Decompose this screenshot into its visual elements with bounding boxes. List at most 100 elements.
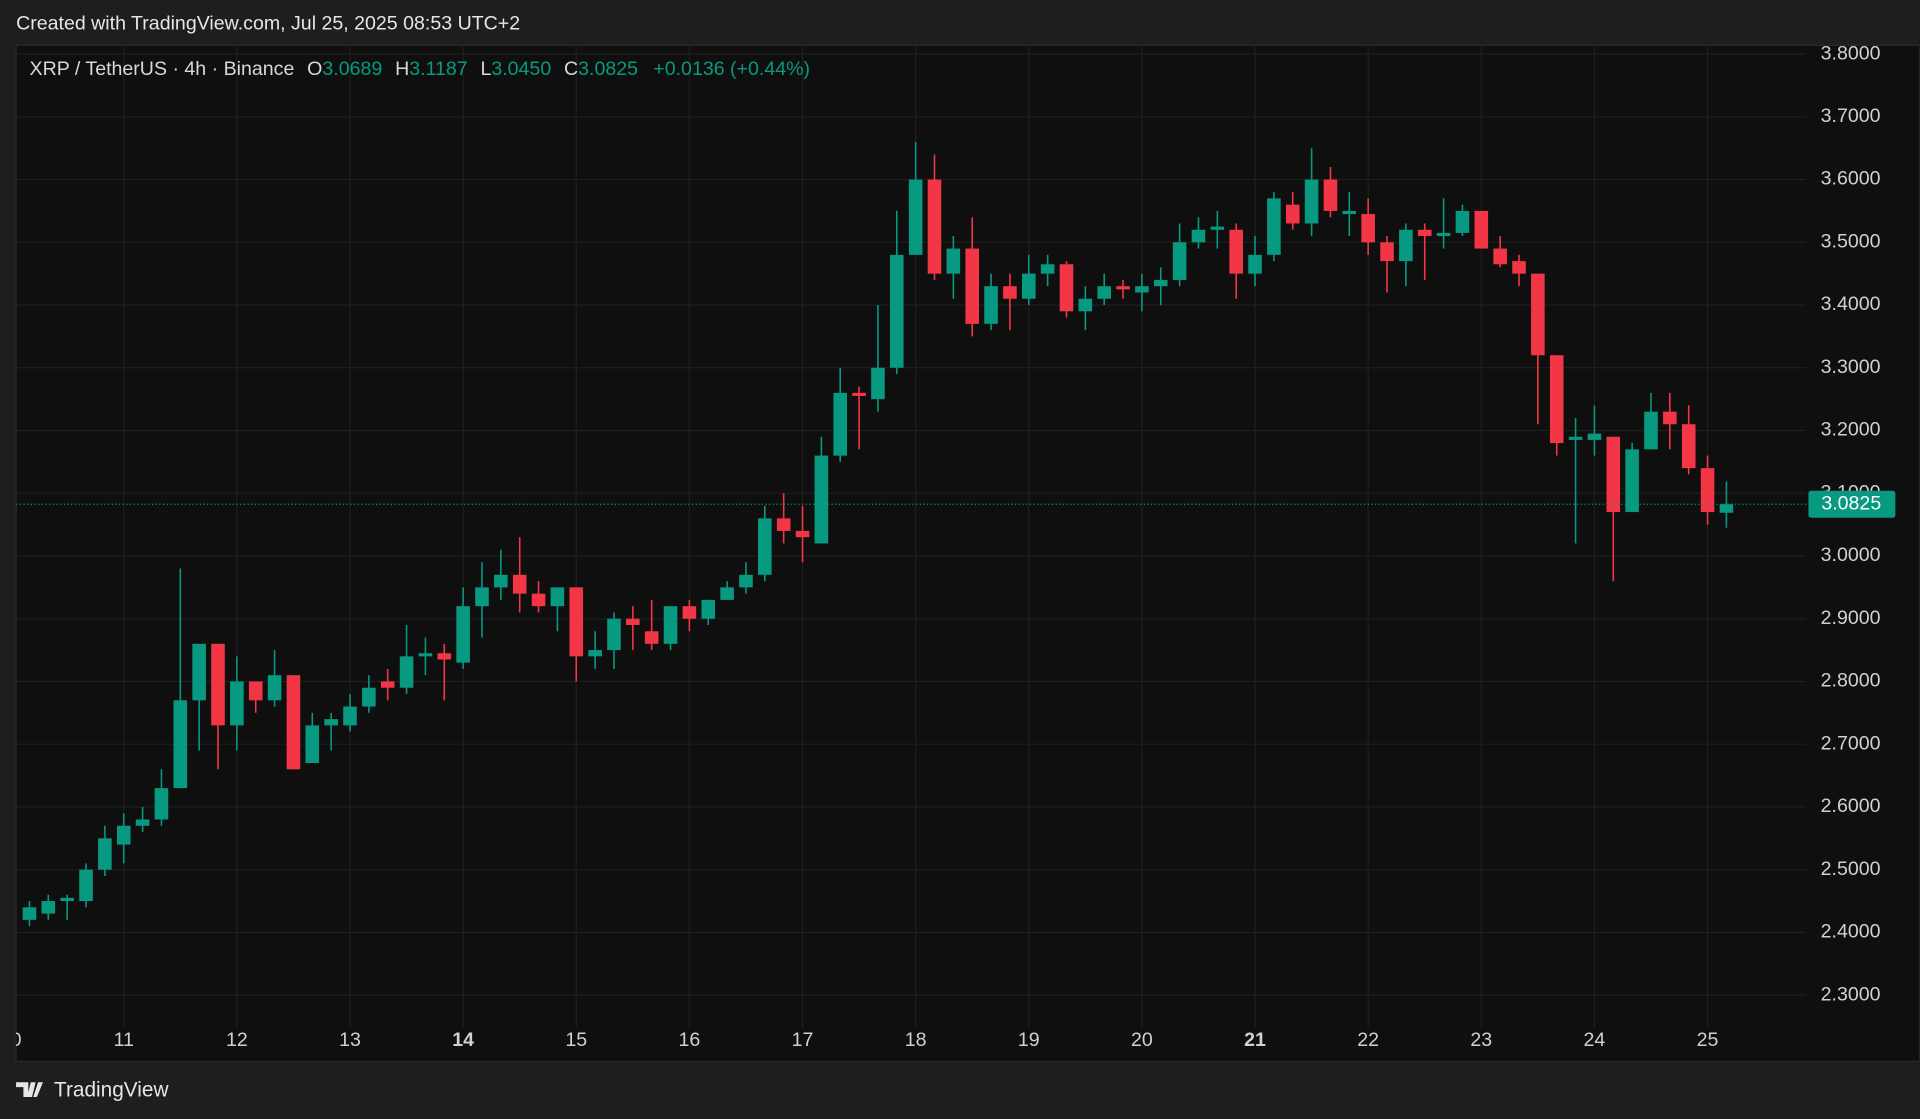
candle-body xyxy=(607,618,621,651)
close-value: 3.0825 xyxy=(578,58,638,80)
low-label: L xyxy=(480,58,491,80)
candle-body xyxy=(965,248,980,324)
candle-body xyxy=(1153,279,1168,287)
candle-body xyxy=(60,897,74,902)
y-tick-label: 3.8000 xyxy=(1821,42,1881,64)
y-tick-label: 2.3000 xyxy=(1821,983,1881,1005)
candle-body xyxy=(1248,254,1262,274)
candle-body xyxy=(984,286,998,324)
candle-body xyxy=(418,653,433,657)
y-tick-label: 2.4000 xyxy=(1821,921,1881,943)
y-tick-label: 3.4000 xyxy=(1821,293,1881,315)
candle-body xyxy=(1719,504,1734,513)
candle-body xyxy=(1568,436,1583,440)
candle-body xyxy=(1531,273,1545,356)
chart-header: XRP / TetherUS · 4h · Binance O3.0689 H3… xyxy=(30,58,811,80)
candle-body xyxy=(1455,210,1470,233)
candle-body xyxy=(550,587,565,607)
candle-body xyxy=(1587,433,1602,440)
candle-body xyxy=(569,587,584,657)
candle-body xyxy=(248,681,263,701)
x-tick-label: 19 xyxy=(1018,1029,1040,1051)
candle-body xyxy=(22,907,37,920)
candle-body xyxy=(682,606,697,619)
x-tick-label: 14 xyxy=(452,1029,474,1051)
x-tick-label: 22 xyxy=(1357,1029,1379,1051)
candle-body xyxy=(871,367,885,400)
y-tick-label: 3.0000 xyxy=(1821,544,1881,566)
candle-body xyxy=(720,587,734,600)
candle-body xyxy=(154,788,169,820)
candle-body xyxy=(380,681,395,688)
open-label: O xyxy=(307,58,322,80)
x-tick-label: 24 xyxy=(1584,1029,1606,1051)
candle-body xyxy=(927,179,942,274)
candle-body xyxy=(908,179,923,255)
x-tick-label: 25 xyxy=(1697,1029,1719,1051)
brand-logo xyxy=(16,1082,44,1097)
candle-body xyxy=(701,599,716,619)
candle-body xyxy=(1493,248,1507,265)
candle-body xyxy=(1380,242,1394,262)
x-tick-label: 23 xyxy=(1470,1029,1492,1051)
x-tick-label: 20 xyxy=(1131,1029,1153,1051)
candle-body xyxy=(1399,229,1413,262)
y-tick-label: 2.9000 xyxy=(1821,607,1881,629)
candle-body xyxy=(399,656,414,688)
candle-body xyxy=(1285,204,1300,224)
y-tick-label: 3.2000 xyxy=(1821,419,1881,441)
y-tick-label: 3.5000 xyxy=(1821,230,1881,252)
candle-body xyxy=(437,653,452,660)
candle-body xyxy=(267,675,282,701)
last-price-label: 3.0825 xyxy=(1821,492,1881,514)
x-tick-label: 21 xyxy=(1244,1029,1266,1051)
candle-body xyxy=(1059,264,1074,312)
x-tick-label: 10 xyxy=(0,1029,22,1051)
candle-body xyxy=(1644,411,1658,450)
candle-body xyxy=(1342,210,1357,215)
candle-body xyxy=(1323,179,1338,211)
x-tick-label: 16 xyxy=(678,1029,700,1051)
candle-body xyxy=(852,392,866,397)
candle-body xyxy=(512,574,527,594)
candle-body xyxy=(833,392,848,456)
candle-body xyxy=(1040,264,1055,274)
candle-body xyxy=(1681,424,1696,469)
candle-body xyxy=(456,606,470,663)
y-tick-label: 2.7000 xyxy=(1821,732,1881,754)
candle-body xyxy=(758,518,772,575)
candle-body xyxy=(1097,286,1111,299)
candle-body xyxy=(1210,226,1225,230)
brand-text: TradingView xyxy=(54,1078,169,1101)
y-tick-label: 3.7000 xyxy=(1821,105,1881,127)
y-tick-label: 2.8000 xyxy=(1821,670,1881,692)
y-tick-label: 3.6000 xyxy=(1821,168,1881,190)
candle-body xyxy=(1078,298,1093,312)
low-value: 3.0450 xyxy=(491,58,551,80)
x-tick-label: 17 xyxy=(792,1029,814,1051)
candle-body xyxy=(286,675,301,770)
x-tick-label: 18 xyxy=(905,1029,927,1051)
candle-body xyxy=(1116,286,1130,290)
candle-body xyxy=(1172,242,1187,280)
candle-body xyxy=(305,725,320,764)
candle-body xyxy=(626,618,640,625)
candle-body xyxy=(776,518,791,531)
x-tick-label: 11 xyxy=(114,1029,134,1051)
candle-body xyxy=(739,574,753,588)
candle-body xyxy=(1663,411,1677,425)
candle-body xyxy=(814,455,829,544)
candle-body xyxy=(79,869,93,902)
candle-body xyxy=(1304,179,1319,224)
close-label: C xyxy=(564,58,578,80)
candle-body xyxy=(211,643,225,726)
candle-body xyxy=(1021,273,1036,299)
candle-body xyxy=(1229,229,1243,274)
candle-body xyxy=(1267,198,1281,255)
candle-body xyxy=(1474,210,1489,249)
high-label: H xyxy=(395,58,409,80)
candle-body xyxy=(1436,232,1451,237)
candle-body xyxy=(192,643,206,701)
candle-body xyxy=(1361,214,1375,243)
